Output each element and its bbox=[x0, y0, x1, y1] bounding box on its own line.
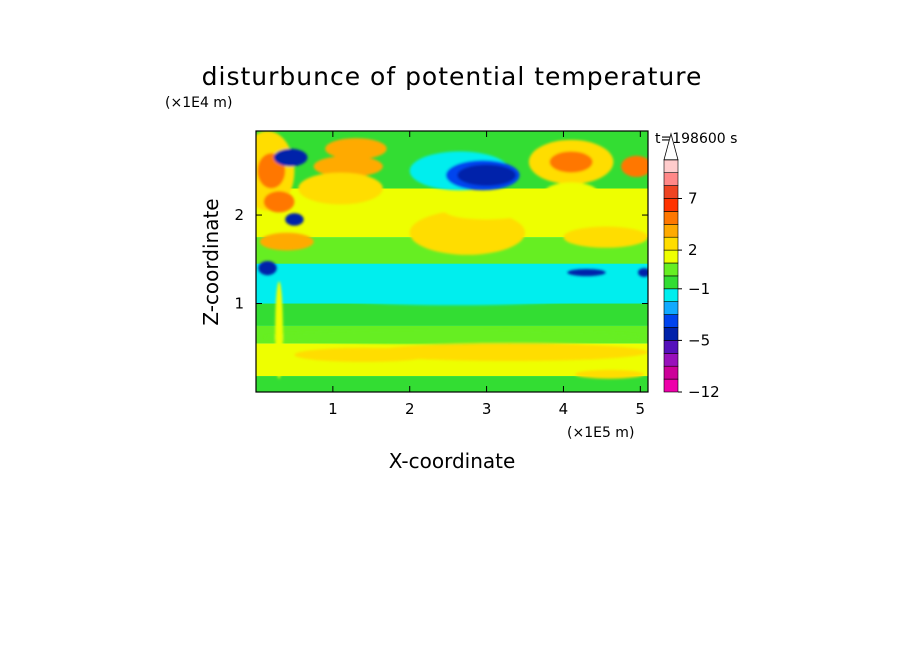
colorbar-segment bbox=[663, 236, 679, 251]
colorbar-segment bbox=[663, 249, 679, 264]
contour-patch bbox=[457, 164, 516, 186]
plot-area bbox=[255, 130, 649, 393]
contour-patch bbox=[549, 151, 593, 173]
contour-patch bbox=[285, 213, 304, 226]
contour-patch bbox=[574, 369, 645, 379]
contour-patch bbox=[294, 347, 433, 362]
contour-patch bbox=[544, 182, 599, 204]
y-tick-label: 2 bbox=[234, 206, 244, 224]
colorbar-segment bbox=[663, 198, 679, 212]
colorbar-segment bbox=[663, 172, 679, 186]
contour-patch bbox=[263, 330, 648, 345]
colorbar-tick-label: −12 bbox=[688, 383, 720, 401]
colorbar-segment bbox=[663, 224, 679, 238]
contour-patch bbox=[563, 226, 648, 248]
contour-patch bbox=[258, 261, 277, 276]
field-band bbox=[256, 303, 648, 326]
contour-patch bbox=[371, 343, 648, 362]
colorbar-extend-arrow bbox=[663, 132, 679, 161]
y-unit-label: (×1E4 m) bbox=[165, 95, 232, 111]
contour-patch bbox=[298, 172, 383, 205]
x-tick-label: 4 bbox=[559, 400, 569, 418]
time-label: t=198600 s bbox=[655, 131, 737, 147]
x-axis-label: X-coordinate bbox=[389, 449, 516, 473]
contour-patch bbox=[313, 155, 383, 178]
contour-patch bbox=[275, 281, 283, 379]
colorbar-segment bbox=[663, 288, 679, 302]
contour-patch bbox=[259, 232, 314, 251]
chart-title: disturbunce of potential temperature bbox=[202, 62, 703, 91]
colorbar: 7 2 −1 −5 −12 bbox=[663, 132, 720, 401]
colorbar-segment bbox=[663, 314, 679, 328]
field-band bbox=[256, 376, 648, 392]
colorbar-segment bbox=[663, 365, 679, 380]
contour-patch bbox=[409, 210, 526, 255]
colorbar-tick-label: −5 bbox=[688, 331, 710, 349]
colorbar-segment bbox=[663, 378, 679, 393]
colorbar-segment bbox=[663, 327, 679, 341]
contour-patch bbox=[263, 191, 295, 213]
y-tick-label: 1 bbox=[234, 295, 244, 313]
x-tick-label: 2 bbox=[405, 400, 415, 418]
contour-patch bbox=[638, 268, 648, 277]
colorbar-segment bbox=[663, 185, 679, 199]
colorbar-segment bbox=[663, 340, 679, 354]
colorbar-tick-label: −1 bbox=[688, 280, 710, 298]
colorbar-segment bbox=[663, 262, 679, 277]
colorbar-segment bbox=[663, 352, 679, 367]
colorbar-segment bbox=[663, 211, 679, 225]
colorbar-tick-label: 7 bbox=[688, 190, 698, 208]
x-tick-label: 1 bbox=[328, 400, 338, 418]
contour-patch bbox=[621, 155, 648, 178]
colorbar-tick-label: 2 bbox=[688, 241, 698, 259]
colorbar-segment bbox=[663, 159, 679, 174]
contour-patch bbox=[567, 269, 606, 277]
contour-patch bbox=[325, 138, 387, 160]
y-axis-label: Z-coordinate bbox=[199, 198, 223, 325]
contour-patch bbox=[309, 284, 602, 306]
x-tick-label: 5 bbox=[636, 400, 646, 418]
contour-patch bbox=[273, 148, 308, 167]
x-unit-label: (×1E5 m) bbox=[567, 425, 634, 441]
x-tick-label: 3 bbox=[482, 400, 492, 418]
colorbar-segment bbox=[663, 301, 679, 315]
colorbar-segment bbox=[663, 275, 679, 290]
contour-patch bbox=[444, 201, 529, 220]
plot-frame bbox=[255, 130, 649, 393]
